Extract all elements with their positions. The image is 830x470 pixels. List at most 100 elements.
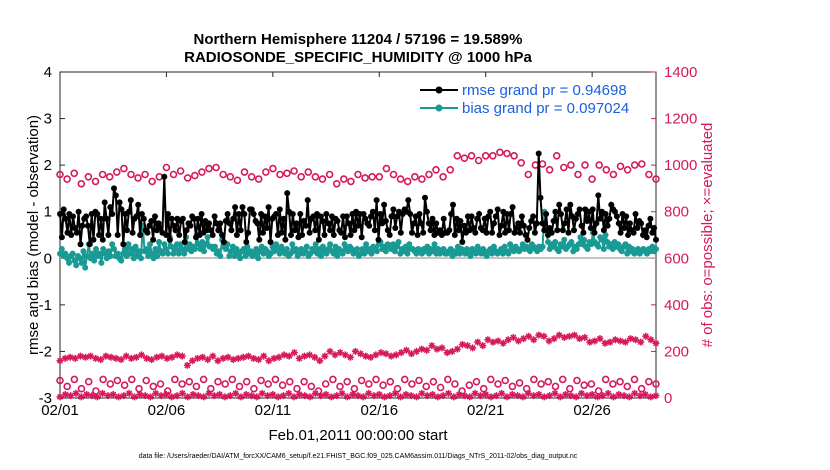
obs-evaluated-upper-point xyxy=(448,347,456,355)
obs-evaluated-lower-point xyxy=(136,391,144,399)
obs-possible-lower-point xyxy=(429,377,438,386)
rmse-point xyxy=(587,225,594,231)
rmse-point xyxy=(626,220,633,227)
rmse-point xyxy=(584,218,591,224)
obs-evaluated-lower-point xyxy=(551,389,559,397)
y-right-tick-label: 800 xyxy=(664,204,689,221)
rmse-point xyxy=(371,227,378,234)
obs-possible-lower-point xyxy=(228,375,237,384)
rmse-point xyxy=(472,229,479,236)
legend-bias-marker xyxy=(435,104,443,112)
rmse-point xyxy=(232,204,239,211)
obs-evaluated-lower-point xyxy=(322,391,330,399)
bias-point xyxy=(244,243,251,250)
obs-evaluated-upper-point xyxy=(341,351,349,359)
obs-possible-lower-point xyxy=(257,376,265,385)
obs-possible-lower-point xyxy=(70,375,79,384)
rmse-point xyxy=(446,227,453,234)
rmse-point xyxy=(526,225,533,231)
rmse-point xyxy=(651,225,658,231)
obs-evaluated-lower-point xyxy=(349,391,357,399)
obs-evaluated-upper-point xyxy=(194,354,202,362)
obs-possible-lower-point xyxy=(242,377,251,386)
rmse-point xyxy=(433,220,440,227)
obs-possible-lower-point xyxy=(92,387,100,395)
rmse-point xyxy=(77,241,84,248)
obs-possible-lower-point xyxy=(609,380,617,388)
bias-point xyxy=(581,236,587,243)
rmse-point xyxy=(317,213,324,220)
obs-possible-lower-point xyxy=(207,384,215,393)
rmse-point xyxy=(572,215,579,222)
bias-point xyxy=(480,246,487,252)
rmse-point xyxy=(474,215,481,222)
obs-evaluated-upper-point xyxy=(270,354,278,362)
rmse-point xyxy=(612,208,618,215)
obs-evaluated-upper-point xyxy=(357,350,365,358)
rmse-point xyxy=(127,197,134,204)
obs-evaluated-upper-point xyxy=(290,349,298,357)
rmse-point xyxy=(146,222,153,229)
obs-evaluated-upper-point xyxy=(326,347,334,355)
rmse-point xyxy=(179,215,186,222)
rmse-point xyxy=(563,206,570,213)
rmse-point xyxy=(625,232,632,238)
bias-point xyxy=(147,241,153,248)
rmse-point xyxy=(422,194,428,201)
obs-possible-lower-point xyxy=(285,377,294,386)
obs-evaluated-upper-point xyxy=(392,351,400,359)
obs-evaluated-lower-point xyxy=(487,393,495,401)
obs-possible-lower-point xyxy=(84,377,93,386)
rmse-point xyxy=(567,201,574,208)
obs-evaluated-upper-point xyxy=(224,353,232,361)
rmse-point xyxy=(140,215,147,222)
obs-possible-lower-point xyxy=(271,375,280,384)
bias-point xyxy=(156,239,162,245)
obs-possible-upper-point xyxy=(375,173,384,181)
obs-possible-upper-point xyxy=(169,170,178,179)
obs-possible-lower-point xyxy=(221,380,229,388)
bias-point xyxy=(283,246,290,252)
obs-evaluated-lower-point xyxy=(184,393,192,401)
obs-evaluated-lower-point xyxy=(530,392,538,400)
obs-evaluated-lower-point xyxy=(72,389,80,397)
rmse-point xyxy=(461,222,468,229)
rmse-point xyxy=(243,239,250,245)
obs-evaluated-upper-point xyxy=(178,352,186,360)
rmse-point xyxy=(215,227,222,234)
rmse-point xyxy=(647,215,654,222)
rmse-point xyxy=(528,218,535,224)
rmse-point xyxy=(118,206,125,213)
bias-point xyxy=(393,243,400,250)
obs-evaluated-upper-point xyxy=(474,338,482,346)
y-tick-label: 3 xyxy=(44,111,52,128)
obs-evaluated-lower-point xyxy=(514,392,522,400)
bias-point xyxy=(568,239,575,245)
obs-possible-lower-point xyxy=(113,376,122,385)
bias-point xyxy=(292,246,299,252)
obs-possible-lower-point xyxy=(250,384,258,393)
bias-point xyxy=(121,246,128,252)
obs-possible-lower-point xyxy=(329,375,337,384)
obs-possible-upper-point xyxy=(304,168,313,176)
rmse-point xyxy=(150,236,157,243)
bias-point xyxy=(163,246,170,252)
obs-evaluated-lower-point xyxy=(131,393,138,401)
obs-evaluated-lower-point xyxy=(508,391,516,399)
obs-possible-lower-point xyxy=(156,380,165,388)
y-axis-right-label: # of obs: o=possible; ×=evaluated xyxy=(699,123,716,348)
rmse-point xyxy=(284,190,291,197)
obs-evaluated-lower-point xyxy=(546,392,554,400)
obs-possible-upper-point xyxy=(588,175,596,183)
obs-evaluated-upper-point xyxy=(570,331,578,339)
obs-possible-upper-point xyxy=(205,164,213,173)
obs-possible-lower-point xyxy=(178,380,186,388)
obs-evaluated-lower-point xyxy=(290,393,298,401)
obs-possible-upper-point xyxy=(219,170,227,179)
rmse-point xyxy=(468,213,475,220)
obs-possible-upper-point xyxy=(581,161,589,169)
obs-possible-upper-point xyxy=(474,156,483,165)
obs-possible-lower-point xyxy=(644,377,653,386)
bias-point xyxy=(96,250,103,257)
